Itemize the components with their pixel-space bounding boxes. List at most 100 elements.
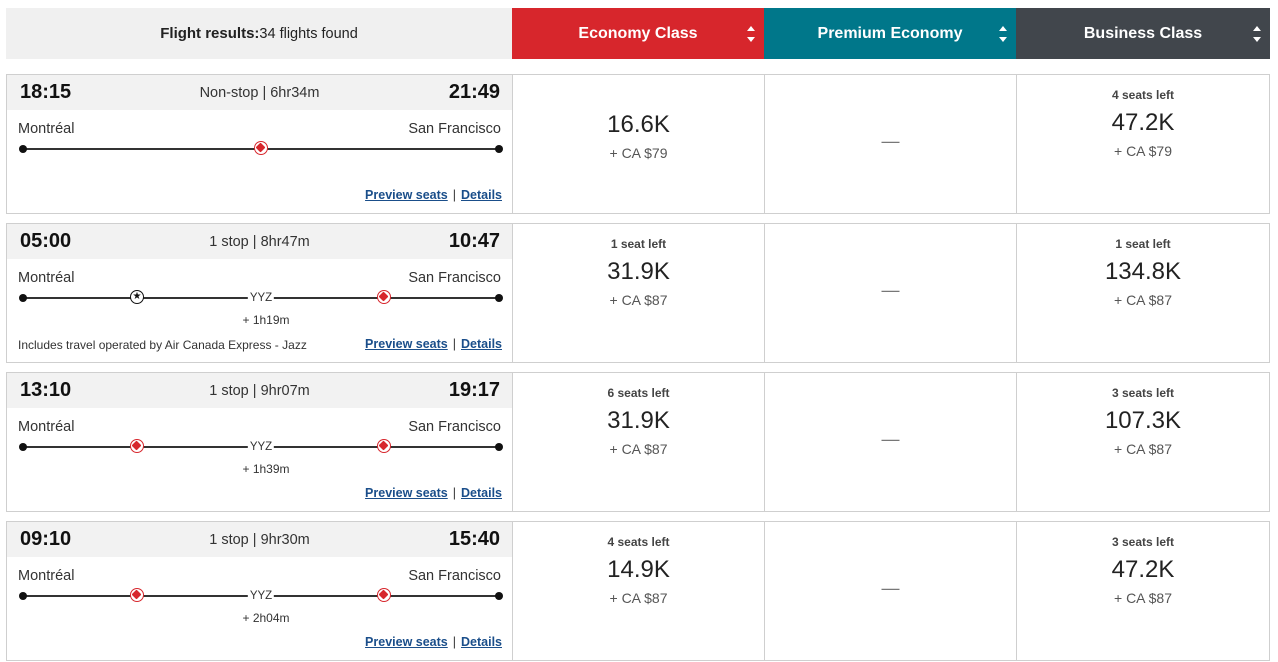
maple-leaf-icon: [377, 290, 391, 304]
route-line: ★ YYZ: [19, 290, 503, 304]
destination-dot: [495, 592, 503, 600]
flight-row: 05:00 1 stop | 8hr47m 10:47 Montréal San…: [6, 223, 1270, 363]
flight-summary: 1 stop | 9hr07m: [209, 383, 310, 399]
flight-links: Preview seats | Details: [365, 635, 502, 649]
results-header: Flight results: 34 flights found Economy …: [6, 8, 1270, 59]
sort-economy-button[interactable]: Economy Class: [512, 8, 764, 59]
premium-fare-cell: —: [764, 522, 1016, 660]
maple-leaf-icon: [377, 588, 391, 602]
business-header-label: Business Class: [1083, 24, 1203, 42]
flight-summary: 1 stop | 9hr30m: [209, 532, 310, 548]
flight-row: 09:10 1 stop | 9hr30m 15:40 Montréal San…: [6, 521, 1270, 661]
sort-business-button[interactable]: Business Class: [1016, 8, 1270, 59]
flight-row: 18:15 Non-stop | 6hr34m 21:49 Montréal S…: [6, 74, 1270, 214]
preview-seats-link[interactable]: Preview seats: [365, 337, 448, 351]
flight-links: Preview seats | Details: [365, 188, 502, 202]
details-link[interactable]: Details: [461, 337, 502, 351]
business-tax: + CA $87: [1114, 292, 1172, 308]
premium-header-label: Premium Economy: [817, 24, 963, 42]
flight-links: Preview seats | Details: [365, 337, 502, 351]
preview-seats-link[interactable]: Preview seats: [365, 188, 448, 202]
details-link[interactable]: Details: [461, 635, 502, 649]
premium-fare-cell: —: [764, 75, 1016, 213]
star-alliance-icon: ★: [130, 290, 144, 304]
business-points: 107.3K: [1104, 407, 1182, 434]
economy-fare-cell[interactable]: 6 seats left 31.9K + CA $87: [512, 373, 764, 511]
maple-leaf-icon: [130, 439, 144, 453]
sort-icon: [747, 26, 755, 42]
preview-seats-link[interactable]: Preview seats: [365, 486, 448, 500]
economy-header-label: Economy Class: [578, 24, 698, 42]
origin-dot: [19, 443, 27, 451]
results-count: 34 flights found: [259, 25, 358, 42]
flight-info: 13:10 1 stop | 9hr07m 19:17 Montréal San…: [7, 373, 512, 511]
business-fare-cell[interactable]: 4 seats left 47.2K + CA $79: [1016, 75, 1269, 213]
layover-duration: + 2h04m: [242, 611, 290, 625]
arrival-time: 21:49: [448, 81, 500, 103]
business-tax: + CA $87: [1114, 441, 1172, 457]
destination-city: San Francisco: [408, 568, 501, 584]
business-fare-cell[interactable]: 3 seats left 47.2K + CA $87: [1016, 522, 1269, 660]
economy-fare-cell[interactable]: 16.6K + CA $79: [512, 75, 764, 213]
flight-info: 09:10 1 stop | 9hr30m 15:40 Montréal San…: [7, 522, 512, 660]
destination-city: San Francisco: [408, 270, 501, 286]
layover-duration: + 1h39m: [242, 462, 290, 476]
economy-points: 31.9K: [607, 407, 670, 434]
business-fare-cell[interactable]: 1 seat left 134.8K + CA $87: [1016, 224, 1269, 362]
economy-tax: + CA $87: [609, 292, 668, 308]
details-link[interactable]: Details: [461, 486, 502, 500]
arrival-time: 19:17: [448, 379, 500, 401]
business-fare-cell[interactable]: 3 seats left 107.3K + CA $87: [1016, 373, 1269, 511]
business-seats-left: 3 seats left: [1111, 386, 1175, 400]
flight-info: 18:15 Non-stop | 6hr34m 21:49 Montréal S…: [7, 75, 512, 213]
flight-links: Preview seats | Details: [365, 486, 502, 500]
maple-leaf-icon: [254, 141, 268, 155]
business-tax: + CA $87: [1114, 590, 1172, 606]
economy-seats-left: 1 seat left: [610, 237, 667, 251]
preview-seats-link[interactable]: Preview seats: [365, 635, 448, 649]
economy-points: 31.9K: [607, 258, 670, 285]
business-points: 47.2K: [1111, 556, 1175, 583]
results-summary: Flight results: 34 flights found: [6, 8, 512, 59]
business-points: 134.8K: [1104, 258, 1182, 285]
economy-tax: + CA $87: [609, 441, 668, 457]
maple-leaf-icon: [377, 439, 391, 453]
operator-note: Includes travel operated by Air Canada E…: [18, 338, 307, 352]
premium-unavailable: —: [881, 578, 900, 598]
flight-row: 13:10 1 stop | 9hr07m 19:17 Montréal San…: [6, 372, 1270, 512]
route-line: YYZ: [19, 588, 503, 602]
destination-dot: [495, 145, 503, 153]
flight-times: 05:00 1 stop | 8hr47m 10:47: [7, 224, 512, 259]
stop-airport-code: YYZ: [247, 441, 275, 453]
departure-time: 05:00: [20, 230, 72, 252]
flight-times: 18:15 Non-stop | 6hr34m 21:49: [7, 75, 512, 110]
origin-city: Montréal: [18, 270, 75, 286]
details-link[interactable]: Details: [461, 188, 502, 202]
origin-city: Montréal: [18, 121, 75, 137]
flight-times: 09:10 1 stop | 9hr30m 15:40: [7, 522, 512, 557]
destination-dot: [495, 443, 503, 451]
economy-tax: + CA $79: [609, 145, 668, 161]
economy-fare-cell[interactable]: 4 seats left 14.9K + CA $87: [512, 522, 764, 660]
arrival-time: 15:40: [448, 528, 500, 550]
economy-fare-cell[interactable]: 1 seat left 31.9K + CA $87: [512, 224, 764, 362]
business-seats-left: 3 seats left: [1111, 535, 1175, 549]
route-line: YYZ: [19, 439, 503, 453]
premium-unavailable: —: [881, 429, 900, 449]
economy-seats-left: 6 seats left: [607, 386, 670, 400]
link-separator: |: [452, 486, 456, 500]
flight-summary: 1 stop | 8hr47m: [209, 234, 310, 250]
route-line: [19, 141, 503, 155]
departure-time: 13:10: [20, 379, 72, 401]
flight-info: 05:00 1 stop | 8hr47m 10:47 Montréal San…: [7, 224, 512, 362]
destination-city: San Francisco: [408, 121, 501, 137]
premium-fare-cell: —: [764, 224, 1016, 362]
economy-points: 16.6K: [607, 111, 670, 138]
premium-unavailable: —: [881, 131, 900, 151]
premium-fare-cell: —: [764, 373, 1016, 511]
business-points: 47.2K: [1111, 109, 1175, 136]
economy-tax: + CA $87: [609, 590, 668, 606]
destination-city: San Francisco: [408, 419, 501, 435]
sort-premium-button[interactable]: Premium Economy: [764, 8, 1016, 59]
stop-airport-code: YYZ: [247, 590, 275, 602]
